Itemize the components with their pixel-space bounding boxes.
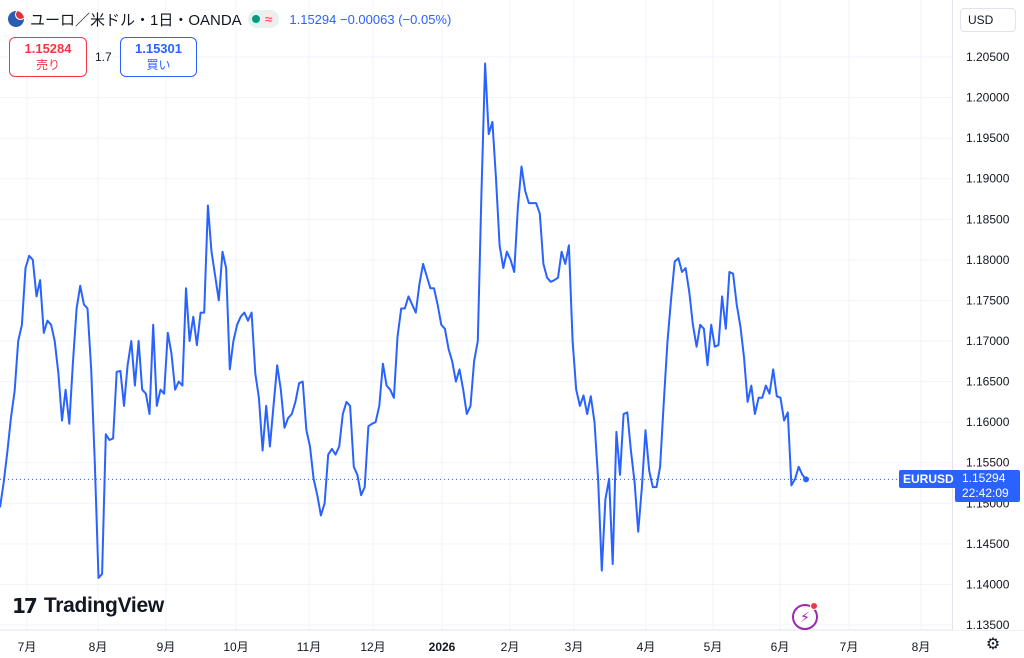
x-tick-label: 4月 <box>637 640 656 654</box>
last-price-label: 1.15294 22:42:09 <box>955 470 1020 502</box>
tradingview-logo-icon: 17 <box>12 594 38 618</box>
buy-button[interactable]: 1.15301 買い <box>120 37 197 77</box>
y-tick-label: 1.20000 <box>966 91 1010 105</box>
symbol-title[interactable]: ユーロ／米ドル・1日・OANDA <box>30 11 242 29</box>
x-tick-label: 8月 <box>912 640 931 654</box>
market-open-icon <box>251 15 260 23</box>
x-tick-label: 2026 <box>429 640 456 654</box>
x-tick-label: 7月 <box>18 640 37 654</box>
bar-countdown: 22:42:09 <box>962 486 1009 500</box>
header-price: 1.15294 −0.00063 (−0.05%) <box>289 12 451 27</box>
wave-icon: ≈ <box>261 12 276 26</box>
y-tick-label: 1.15500 <box>966 456 1010 470</box>
buy-label: 買い <box>146 58 171 72</box>
x-tick-label: 11月 <box>297 640 321 654</box>
market-status-pill[interactable]: ≈ <box>247 10 280 28</box>
y-tick-label: 1.14000 <box>966 577 1010 591</box>
x-tick-label: 9月 <box>157 640 176 654</box>
symbol-price-label: EURUSD <box>899 470 958 488</box>
sell-price: 1.15284 <box>24 41 72 56</box>
y-tick-label: 1.17000 <box>966 334 1010 348</box>
gear-icon[interactable]: ⚙ <box>985 636 1001 653</box>
chart-header: ユーロ／米ドル・1日・OANDA ≈ 1.15294 −0.00063 (−0.… <box>8 6 451 32</box>
logo-text: TradingView <box>43 594 164 617</box>
y-tick-label: 1.19500 <box>966 131 1010 145</box>
x-tick-label: 10月 <box>223 640 248 654</box>
x-tick-label: 2月 <box>501 640 520 654</box>
y-tick-label: 1.17500 <box>966 293 1010 307</box>
y-tick-label: 1.18000 <box>966 253 1010 267</box>
y-tick-label: 1.13500 <box>966 618 1010 632</box>
x-tick-label: 5月 <box>704 640 723 654</box>
price-change: −0.00063 (−0.05%) <box>340 11 452 27</box>
price-axis-panel[interactable] <box>952 0 1024 630</box>
y-tick-label: 1.16500 <box>966 375 1010 389</box>
eur-usd-flag-icon <box>8 11 24 27</box>
y-tick-label: 1.14500 <box>966 537 1010 551</box>
last-point-marker <box>803 476 809 483</box>
x-tick-label: 12月 <box>360 640 385 654</box>
x-tick-label: 7月 <box>840 640 859 654</box>
price-axis-svg: 1.20500 1.20000 1.19500 1.19000 1.18500 1.180… <box>966 50 1010 632</box>
y-tick-label: 1.20500 <box>966 50 1010 64</box>
sell-button[interactable]: 1.15284 売り <box>9 37 87 77</box>
sell-label: 売り <box>35 58 60 72</box>
x-tick-label: 8月 <box>89 640 108 654</box>
currency-button[interactable]: USD <box>960 8 1016 32</box>
price-series-line <box>0 62 807 579</box>
last-price: 1.15294 <box>289 11 337 27</box>
last-price-value: 1.15294 <box>962 471 1006 485</box>
spread-value: 1.7 <box>95 50 112 64</box>
x-tick-label: 3月 <box>565 640 584 654</box>
y-tick-label: 1.16000 <box>966 415 1010 429</box>
buy-price: 1.15301 <box>135 41 182 56</box>
notification-dot <box>810 602 818 610</box>
y-tick-label: 1.18500 <box>966 212 1010 226</box>
tradingview-logo[interactable]: 17 TradingView <box>12 594 164 618</box>
x-tick-label: 6月 <box>771 640 790 654</box>
y-tick-label: 1.19000 <box>966 172 1010 186</box>
